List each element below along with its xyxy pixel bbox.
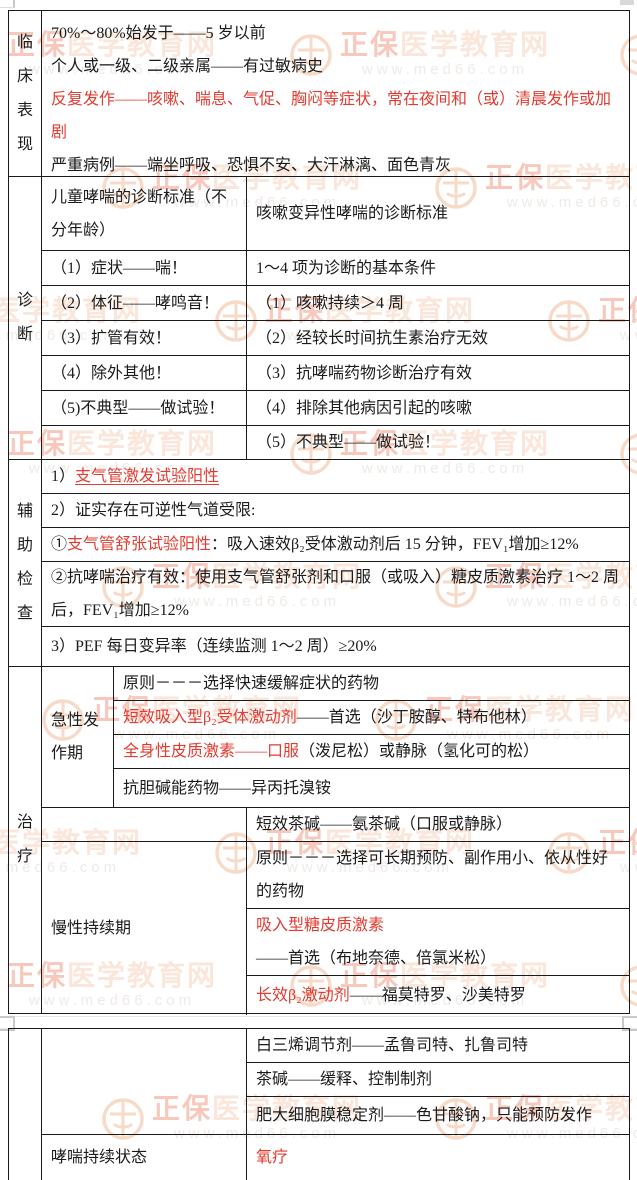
diagnosis-right-header: 咳嗽变异性哮喘的诊断标准	[256, 205, 449, 222]
aux-row-dilation-test: ①支气管舒张试验阳性：吸入速效β₂受体激动剂后 15 分钟，FEV₁增加≥12%	[42, 527, 629, 561]
diagnosis-row: （2）体征——哮鸣音！ （1）咳嗽持续＞4 周	[42, 285, 629, 320]
clinical-content-cell: 70%～80%始发于——5 岁以前 个人或一级、二级亲属——有过敏病史 反复发作…	[42, 11, 629, 176]
aux-row-pef-variability: 3）PEF 每日变异率（连续监测 1～2 周）≥20%	[42, 626, 629, 666]
clinical-line-severe: 严重病例——端坐呼吸、恐惧不安、大汗淋漓、面色青灰	[51, 157, 452, 174]
acute-period-label: 急性发作期	[42, 667, 114, 807]
continuation-drug-block: 白三烯调节剂——孟鲁司特、扎鲁司特 茶碱——缓释、控制制剂 肥大细胞膜稳定剂——…	[42, 1029, 629, 1134]
treatment-mid-empty-cell	[42, 808, 247, 841]
oxygen-therapy-red-text: 氧疗	[256, 1149, 289, 1166]
chronic-principle-row: 原则－－－选择可长期预防、副作用小、依从性好的药物	[256, 850, 609, 900]
zhengbao-logo-icon	[0, 431, 1, 477]
auxiliary-label-text: 辅助检查	[17, 503, 34, 622]
aux-row-reversible-limitation: 2）证实存在可逆性气道受限:	[42, 493, 629, 527]
section-treatment: 治疗 急性发作期 原则－－－选择快速缓解症状的药物 短效吸入型β₂受体激动剂——…	[9, 666, 629, 1015]
chronic-period-label: 慢性持续期	[42, 842, 247, 1015]
diagnosis-row: 儿童哮喘的诊断标准（不分年龄） 咳嗽变异性哮喘的诊断标准	[42, 177, 629, 250]
aux-row-provocation-test: 1）支气管激发试验阳性	[51, 468, 220, 485]
table-break-handle-left	[0, 1016, 15, 1031]
diagnosis-row: （1）症状——喘！ 1～4 项为诊断的基本条件	[42, 250, 629, 285]
treatment-acute-block: 急性发作期 原则－－－选择快速缓解症状的药物 短效吸入型β₂受体激动剂——首选（…	[42, 667, 629, 807]
zhengbao-logo-icon	[0, 32, 1, 78]
diagnosis-right-cell: （3）抗哮喘药物诊断治疗有效	[256, 364, 473, 382]
zhengbao-logo-icon	[0, 963, 1, 1009]
section-label-empty	[9, 1029, 42, 1180]
section-auxiliary: 辅助检查 1）支气管激发试验阳性 2）证实存在可逆性气道受限: ①支气管舒张试验…	[9, 459, 629, 666]
diagnosis-row: （4）除外其他！ （3）抗哮喘药物诊断治疗有效	[42, 355, 629, 390]
treatment-theophylline-cell: 短效茶碱——氨茶碱（口服或静脉）	[256, 816, 513, 833]
chronic-laba-row: 长效β₂激动剂——福莫特罗、沙美特罗	[247, 975, 629, 1015]
clinical-line-allergy: 个人或一级、二级亲属——有过敏病史	[51, 58, 324, 75]
clinical-line-onset: 70%～80%始发于——5 岁以前	[51, 25, 266, 42]
treatment-theophylline-row: 短效茶碱——氨茶碱（口服或静脉）	[42, 807, 629, 841]
clinical-line-recurrent: 反复发作——咳嗽、喘息、气促、胸闷等症状，常在夜间和（或）清晨发作或加剧	[51, 91, 612, 141]
continuation-empty-label-cell	[42, 1029, 247, 1134]
diagnosis-right-cell: （1）咳嗽持续＞4 周	[256, 294, 405, 312]
diagnosis-row: （3）扩管有效！ （2）经较长时间抗生素治疗无效	[42, 320, 629, 355]
diagnosis-left-cell: （3）扩管有效！	[42, 321, 247, 355]
section-label-diagnosis: 诊断	[9, 177, 42, 459]
diagnosis-right-cell: 1～4 项为诊断的基本条件	[256, 259, 437, 277]
asthma-summary-table: 临床表现 70%～80%始发于——5 岁以前 个人或一级、二级亲属——有过敏病史…	[8, 10, 630, 1015]
acute-principle-row: 原则－－－选择快速缓解症状的药物	[123, 675, 380, 692]
section-diagnosis: 诊断 儿童哮喘的诊断标准（不分年龄） 咳嗽变异性哮喘的诊断标准 （1）症状——喘…	[9, 176, 629, 459]
clinical-label-text: 临床表现	[17, 33, 34, 153]
diagnosis-left-cell: （1）症状——喘！	[42, 251, 247, 285]
chronic-ics-row: 吸入型糖皮质激素——首选（布地奈德、倍氯米松）	[247, 908, 629, 975]
table-handle-artifact-top-left	[0, 0, 15, 8]
treatment-label-text: 治疗	[17, 814, 34, 865]
diagnosis-row: （5）不典型——做试验！	[42, 425, 629, 459]
chronic-laba-red-text: 长效β₂激动剂	[256, 987, 350, 1004]
section-label-auxiliary: 辅助检查	[9, 460, 42, 666]
aux-dilation-red-text: 支气管舒张试验阳性	[67, 536, 212, 553]
diagnosis-left-header: 儿童哮喘的诊断标准（不分年龄）	[42, 177, 247, 250]
diagnosis-right-cell: （4）排除其他病因引起的咳嗽	[256, 399, 473, 417]
diagnosis-row: （5)不典型——做试验！ （4）排除其他病因引起的咳嗽	[42, 390, 629, 425]
mast-cell-stabilizer-row: 肥大细胞膜稳定剂——色甘酸钠，只能预防发作	[247, 1096, 629, 1134]
section-treatment-continued: 白三烯调节剂——孟鲁司特、扎鲁司特 茶碱——缓释、控制制剂 肥大细胞膜稳定剂——…	[9, 1029, 629, 1180]
section-label-clinical: 临床表现	[9, 11, 42, 176]
diagnosis-label-text: 诊断	[17, 292, 34, 343]
acute-anticholinergic-row: 抗胆碱能药物——异丙托溴铵	[114, 768, 629, 807]
status-asthmaticus-value: 氧疗	[247, 1135, 629, 1180]
diagnosis-left-cell-empty	[42, 426, 247, 459]
leukotriene-row: 白三烯调节剂——孟鲁司特、扎鲁司特	[256, 1037, 529, 1054]
section-clinical: 临床表现 70%～80%始发于——5 岁以前 个人或一级、二级亲属——有过敏病史…	[9, 11, 629, 176]
diagnosis-right-cell: （2）经较长时间抗生素治疗无效	[256, 329, 489, 347]
aux-row-antiasthma-effective: ②抗哮喘治疗有效：使用支气管舒张剂和口服（或吸入）糖皮质激素治疗 1～2 周后，…	[42, 561, 629, 626]
status-asthmaticus-row: 哮喘持续状态 氧疗	[42, 1134, 629, 1180]
diagnosis-left-cell: （4）除外其他！	[42, 356, 247, 390]
diagnosis-left-cell: （2）体征——哮鸣音！	[42, 286, 247, 320]
status-asthmaticus-label: 哮喘持续状态	[42, 1135, 247, 1180]
section-label-treatment: 治疗	[9, 667, 42, 1013]
theophylline-sr-row: 茶碱——缓释、控制制剂	[247, 1062, 629, 1096]
acute-saba-red-text: 短效吸入型β₂受体激动剂	[123, 709, 297, 726]
chronic-ics-red-text: 吸入型糖皮质激素	[256, 917, 385, 934]
aux-provocation-red-text: 支气管激发试验阳性	[75, 468, 220, 485]
diagnosis-right-cell: （5）不典型——做试验！	[256, 434, 441, 451]
acute-saba-row: 短效吸入型β₂受体激动剂——首选（沙丁胺醇、特布他林）	[114, 700, 629, 734]
diagnosis-left-cell: （5)不典型——做试验！	[42, 391, 247, 425]
asthma-summary-table-continued: 白三烯调节剂——孟鲁司特、扎鲁司特 茶碱——缓释、控制制剂 肥大细胞膜稳定剂——…	[8, 1028, 630, 1180]
acute-corticosteroid-red-text: 全身性皮质激素——口服	[123, 743, 300, 760]
treatment-chronic-block: 慢性持续期 原则－－－选择可长期预防、副作用小、依从性好的药物 吸入型糖皮质激素…	[42, 841, 629, 1015]
table-handle-artifact-top-right	[620, 0, 634, 5]
acute-corticosteroid-row: 全身性皮质激素——口服（泼尼松）或静脉（氢化可的松）	[114, 734, 629, 768]
